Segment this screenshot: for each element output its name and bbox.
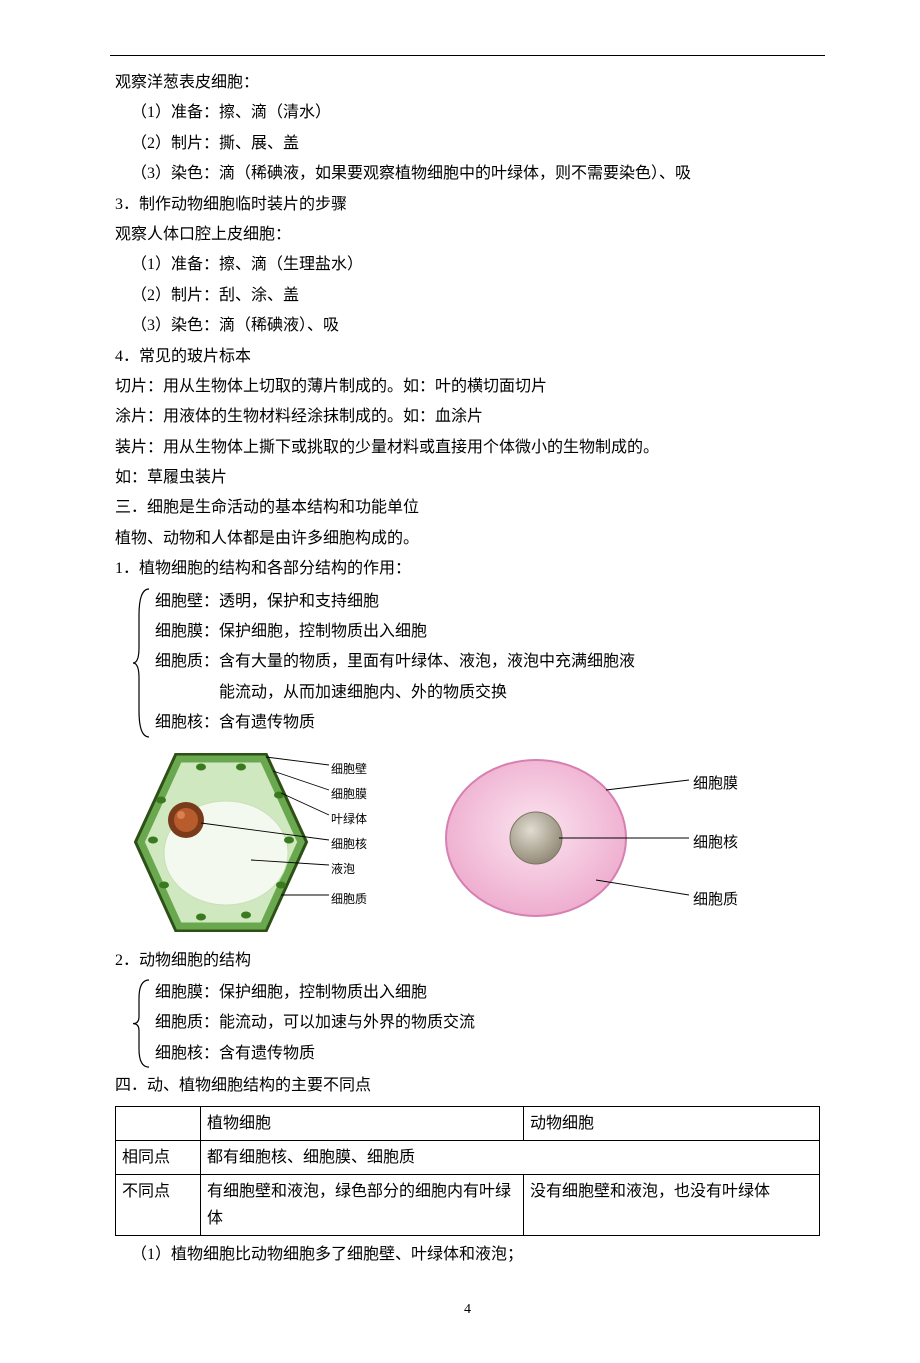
- table-cell: 相同点: [116, 1140, 201, 1174]
- text-line: （3）染色：滴（稀碘液，如果要观察植物细胞中的叶绿体，则不需要染色）、吸: [115, 159, 820, 189]
- table-cell: 都有细胞核、细胞膜、细胞质: [201, 1140, 820, 1174]
- table-cell: [116, 1106, 201, 1140]
- section-heading: 3．制作动物细胞临时装片的步骤: [115, 190, 820, 220]
- label-cytoplasm: 细胞质: [693, 886, 738, 915]
- table-cell: 没有细胞壁和液泡，也没有叶绿体: [524, 1174, 820, 1235]
- text-line: 细胞核：含有遗传物质: [155, 708, 820, 738]
- text-line: 涂片：用液体的生物材料经涂抹制成的。如：血涂片: [115, 402, 820, 432]
- section-heading: 三．细胞是生命活动的基本结构和功能单位: [115, 493, 820, 523]
- table-cell: 动物细胞: [524, 1106, 820, 1140]
- text-line: （1）植物细胞比动物细胞多了细胞壁、叶绿体和液泡；: [115, 1240, 820, 1270]
- text-line: （1）准备：擦、滴（清水）: [115, 98, 820, 128]
- text-line: 细胞核：含有遗传物质: [155, 1039, 820, 1069]
- table-row: 相同点 都有细胞核、细胞膜、细胞质: [116, 1140, 820, 1174]
- top-rule: [110, 55, 825, 56]
- left-brace-icon: [131, 587, 153, 739]
- label-cytoplasm: 细胞质: [331, 888, 367, 911]
- label-cell-membrane: 细胞膜: [331, 783, 367, 806]
- table-row: 植物细胞 动物细胞: [116, 1106, 820, 1140]
- label-cell-wall: 细胞壁: [331, 758, 367, 781]
- brace-group-animal: 细胞膜：保护细胞，控制物质出入细胞 细胞质：能流动，可以加速与外界的物质交流 细…: [131, 978, 820, 1069]
- cell-diagram-row: 细胞壁 细胞膜 叶绿体 细胞核 液泡 细胞质: [131, 745, 820, 940]
- text-line: （2）制片：撕、展、盖: [115, 129, 820, 159]
- label-nucleus: 细胞核: [331, 833, 367, 856]
- text-line: 细胞膜：保护细胞，控制物质出入细胞: [155, 978, 820, 1008]
- plant-cell-diagram: 细胞壁 细胞膜 叶绿体 细胞核 液泡 细胞质: [131, 745, 411, 940]
- text-line: （2）制片：刮、涂、盖: [115, 281, 820, 311]
- section-heading: 4．常见的玻片标本: [115, 342, 820, 372]
- left-brace-icon: [131, 978, 153, 1069]
- table-row: 不同点 有细胞壁和液泡，绿色部分的细胞内有叶绿体 没有细胞壁和液泡，也没有叶绿体: [116, 1174, 820, 1235]
- text-line: （1）准备：擦、滴（生理盐水）: [115, 250, 820, 280]
- label-chloroplast: 叶绿体: [331, 808, 367, 831]
- page-number: 4: [115, 1297, 820, 1324]
- comparison-table: 植物细胞 动物细胞 相同点 都有细胞核、细胞膜、细胞质 不同点 有细胞壁和液泡，…: [115, 1106, 820, 1237]
- section-heading: 四．动、植物细胞结构的主要不同点: [115, 1071, 820, 1101]
- text-line: （3）染色：滴（稀碘液）、吸: [115, 311, 820, 341]
- text-line: 如：草履虫装片: [115, 463, 820, 493]
- text-line: 植物、动物和人体都是由许多细胞构成的。: [115, 524, 820, 554]
- text-line: 切片：用从生物体上切取的薄片制成的。如：叶的横切面切片: [115, 372, 820, 402]
- text-line: 能流动，从而加速细胞内、外的物质交换: [155, 678, 820, 708]
- text-line: 观察洋葱表皮细胞：: [115, 68, 820, 98]
- document-page: 观察洋葱表皮细胞： （1）准备：擦、滴（清水） （2）制片：撕、展、盖 （3）染…: [0, 0, 920, 1363]
- table-cell: 不同点: [116, 1174, 201, 1235]
- text-line: 细胞质：能流动，可以加速与外界的物质交流: [155, 1008, 820, 1038]
- label-cell-membrane: 细胞膜: [693, 770, 738, 799]
- text-line: 细胞质：含有大量的物质，里面有叶绿体、液泡，液泡中充满细胞液: [155, 647, 820, 677]
- section-heading: 1．植物细胞的结构和各部分结构的作用：: [115, 554, 820, 584]
- table-cell: 有细胞壁和液泡，绿色部分的细胞内有叶绿体: [201, 1174, 524, 1235]
- text-line: 装片：用从生物体上撕下或挑取的少量材料或直接用个体微小的生物制成的。: [115, 433, 820, 463]
- table-cell: 植物细胞: [201, 1106, 524, 1140]
- label-vacuole: 液泡: [331, 858, 355, 881]
- text-line: 细胞膜：保护细胞，控制物质出入细胞: [155, 617, 820, 647]
- section-heading: 2．动物细胞的结构: [115, 946, 820, 976]
- text-line: 观察人体口腔上皮细胞：: [115, 220, 820, 250]
- label-nucleus: 细胞核: [693, 829, 738, 858]
- animal-cell-diagram: 细胞膜 细胞核 细胞质: [441, 750, 771, 925]
- brace-group-plant: 细胞壁：透明，保护和支持细胞 细胞膜：保护细胞，控制物质出入细胞 细胞质：含有大…: [131, 587, 820, 739]
- text-line: 细胞壁：透明，保护和支持细胞: [155, 587, 820, 617]
